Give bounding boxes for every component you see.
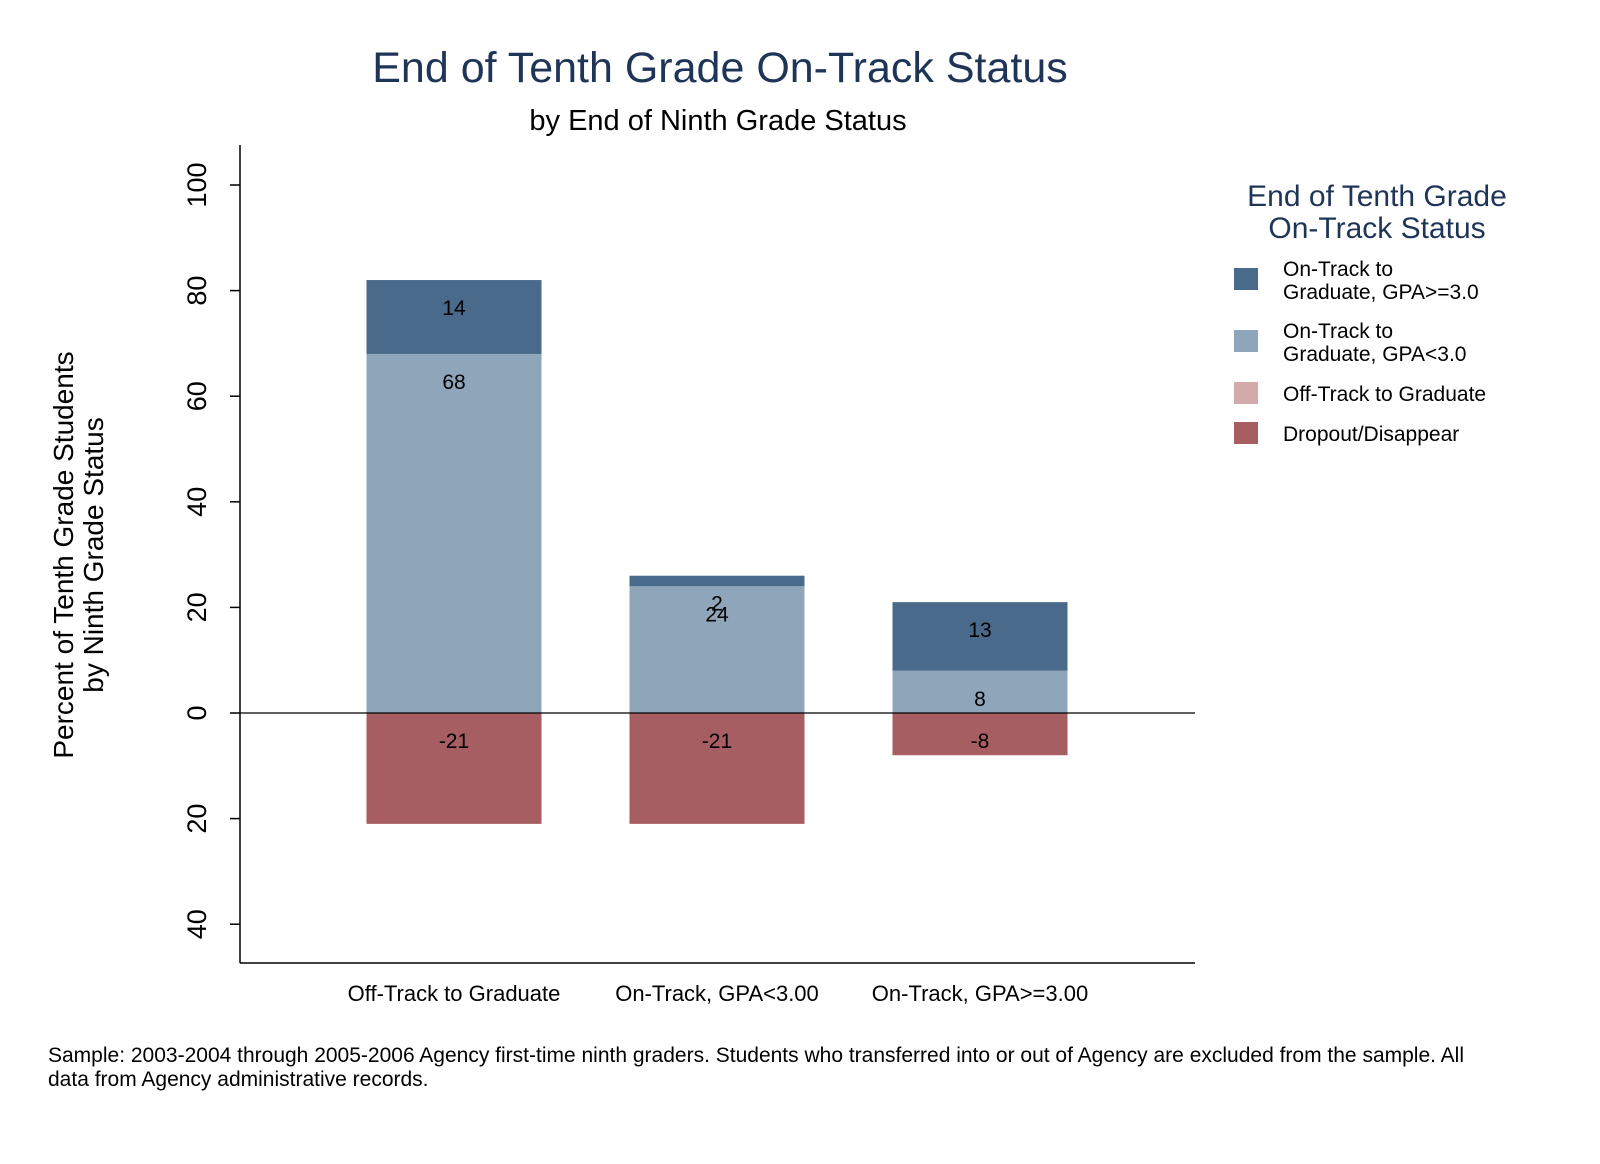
legend-title-line-2: On-Track Status	[1268, 212, 1485, 245]
sample-note: Sample: 2003-2004 through 2005-2006 Agen…	[48, 1044, 1464, 1091]
y-tick-label: 20	[182, 592, 212, 622]
legend-label: Off-Track to Graduate	[1283, 383, 1486, 406]
y-tick-label: 40	[182, 487, 212, 517]
legend-label-line-2: Graduate, GPA<3.0	[1283, 343, 1466, 366]
y-axis-title-line-1: Percent of Tenth Grade Students	[48, 351, 79, 758]
bar-segment	[629, 575, 805, 587]
legend-label-line-2: Graduate, GPA>=3.0	[1283, 281, 1479, 304]
bar-segment	[629, 713, 805, 824]
bar-value-label: 8	[974, 688, 986, 711]
bar-value-label: -21	[439, 730, 469, 753]
y-tick-label: 20	[182, 804, 212, 834]
y-axis-title-line-2: by Ninth Grade Status	[78, 417, 109, 692]
chart-title: End of Tenth Grade On-Track Status	[372, 44, 1068, 92]
y-tick-label: 0	[182, 705, 212, 720]
legend-item: Off-Track to Graduate	[1234, 382, 1486, 406]
legend-title-line-1: End of Tenth Grade	[1247, 180, 1507, 213]
y-tick-label: 100	[182, 162, 212, 207]
chart-subtitle: by End of Ninth Grade Status	[529, 105, 906, 137]
legend-label: Dropout/Disappear	[1283, 423, 1459, 446]
x-category-label: On-Track, GPA<3.00	[615, 981, 819, 1006]
bar-value-label: 13	[968, 619, 991, 642]
bar-value-label: 68	[442, 371, 465, 394]
legend-swatch	[1234, 268, 1258, 290]
bar-segment	[366, 280, 542, 354]
legend-item: Dropout/Disappear	[1234, 422, 1459, 446]
bar-segment	[892, 713, 1068, 756]
y-tick-label: 60	[182, 381, 212, 411]
y-tick-label: 80	[182, 276, 212, 306]
bar-segment	[892, 602, 1068, 671]
legend-label-line-1: On-Track to	[1283, 320, 1393, 343]
bar-value-label: 2	[711, 593, 723, 616]
bar-value-label: 14	[442, 297, 466, 320]
y-tick-label: 40	[182, 909, 212, 939]
bar-value-label: -8	[971, 730, 990, 753]
bar-value-label: 24	[705, 603, 729, 626]
legend-swatch	[1234, 422, 1258, 444]
x-category-label: On-Track, GPA>=3.00	[872, 981, 1088, 1006]
bar-value-label: -21	[702, 730, 732, 753]
bar-segment	[366, 353, 542, 713]
bar-segment	[366, 713, 542, 824]
bar-segment	[892, 670, 1068, 713]
bar-segment	[629, 586, 805, 713]
legend-label-line-1: On-Track to	[1283, 258, 1393, 281]
y-axis-title: Percent of Tenth Grade Students by Ninth…	[48, 351, 109, 758]
legend-swatch	[1234, 382, 1258, 404]
legend-swatch	[1234, 330, 1258, 352]
x-category-label: Off-Track to Graduate	[348, 981, 561, 1006]
